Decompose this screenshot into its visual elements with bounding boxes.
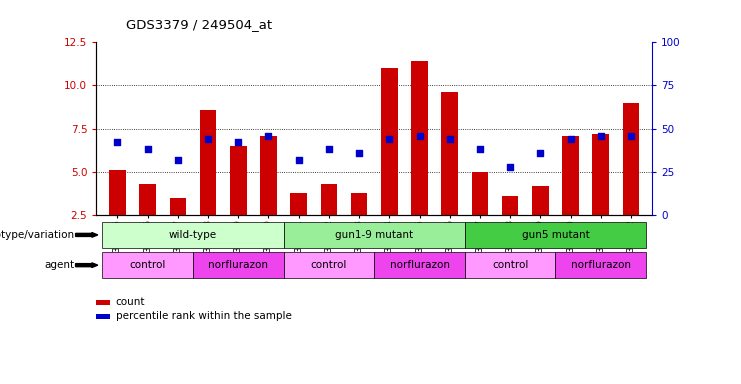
- Bar: [200, 110, 216, 215]
- Point: [565, 136, 576, 142]
- Text: wild-type: wild-type: [169, 230, 217, 240]
- Point: [142, 146, 153, 152]
- Point: [595, 132, 607, 139]
- Bar: [442, 93, 458, 215]
- Bar: [350, 193, 368, 215]
- Bar: [109, 170, 126, 215]
- Point: [444, 136, 456, 142]
- Bar: [381, 68, 398, 215]
- Text: genotype/variation: genotype/variation: [0, 230, 74, 240]
- Point: [323, 146, 335, 152]
- Point: [413, 132, 425, 139]
- Bar: [321, 184, 337, 215]
- Text: norflurazon: norflurazon: [208, 260, 268, 270]
- Point: [172, 157, 184, 163]
- Bar: [502, 196, 519, 215]
- Text: control: control: [492, 260, 528, 270]
- Text: gun5 mutant: gun5 mutant: [522, 230, 589, 240]
- Point: [383, 136, 395, 142]
- Text: norflurazon: norflurazon: [571, 260, 631, 270]
- Bar: [471, 172, 488, 215]
- Bar: [230, 146, 247, 215]
- Point: [202, 136, 214, 142]
- Text: control: control: [310, 260, 347, 270]
- Bar: [532, 186, 548, 215]
- Text: norflurazon: norflurazon: [390, 260, 450, 270]
- Point: [233, 139, 245, 146]
- Bar: [622, 103, 639, 215]
- Text: GDS3379 / 249504_at: GDS3379 / 249504_at: [126, 18, 272, 31]
- Point: [112, 139, 124, 146]
- Bar: [290, 193, 307, 215]
- Bar: [411, 61, 428, 215]
- Point: [474, 146, 486, 152]
- Point: [353, 150, 365, 156]
- Point: [504, 164, 516, 170]
- Text: count: count: [116, 297, 145, 307]
- Text: control: control: [130, 260, 166, 270]
- Bar: [562, 136, 579, 215]
- Point: [534, 150, 546, 156]
- Text: agent: agent: [44, 260, 74, 270]
- Text: percentile rank within the sample: percentile rank within the sample: [116, 311, 291, 321]
- Text: gun1-9 mutant: gun1-9 mutant: [335, 230, 413, 240]
- Point: [625, 132, 637, 139]
- Bar: [592, 134, 609, 215]
- Point: [262, 132, 274, 139]
- Bar: [260, 136, 277, 215]
- Point: [293, 157, 305, 163]
- Bar: [139, 184, 156, 215]
- Bar: [170, 198, 186, 215]
